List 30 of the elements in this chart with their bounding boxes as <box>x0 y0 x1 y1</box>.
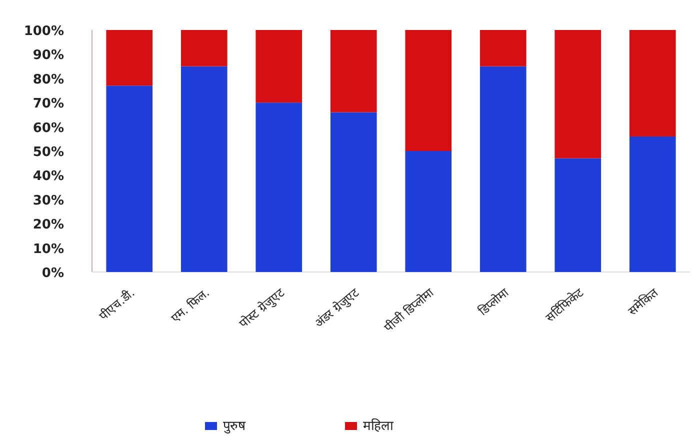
bar <box>554 158 602 272</box>
bar <box>629 136 676 272</box>
bar <box>629 30 676 136</box>
y-tick-label: 90% <box>32 48 64 64</box>
y-tick-label: 80% <box>32 72 64 88</box>
y-tick-label: 30% <box>32 193 64 208</box>
x-tick-label: एम. फिल. <box>168 286 212 326</box>
y-tick-label: 100% <box>24 24 64 39</box>
bar <box>480 30 526 66</box>
bar <box>330 112 377 272</box>
bar <box>405 151 452 272</box>
bar <box>330 30 377 112</box>
bar <box>106 30 153 86</box>
bar <box>405 30 452 151</box>
y-tick-label: 70% <box>32 96 64 112</box>
y-tick-label: 50% <box>32 145 64 160</box>
bar <box>256 30 302 103</box>
y-tick-label: 10% <box>32 242 64 257</box>
y-tick-label: 40% <box>32 169 64 184</box>
y-tick-label: 0% <box>42 266 64 281</box>
bar <box>106 86 153 272</box>
bar <box>180 66 228 272</box>
bar <box>554 30 602 158</box>
y-tick-label: 60% <box>32 120 64 136</box>
legend-label: महिला <box>363 418 394 434</box>
bar <box>480 66 526 272</box>
legend-label: पुरुष <box>223 419 246 434</box>
bar <box>180 30 228 66</box>
bar <box>256 102 302 272</box>
y-tick-label: 20% <box>32 218 64 233</box>
